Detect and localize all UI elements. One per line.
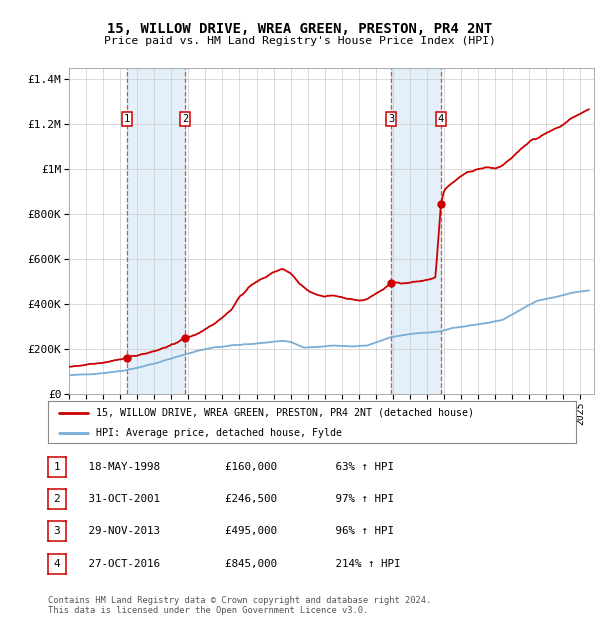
Text: 15, WILLOW DRIVE, WREA GREEN, PRESTON, PR4 2NT (detached house): 15, WILLOW DRIVE, WREA GREEN, PRESTON, P… bbox=[95, 407, 473, 417]
Text: 2: 2 bbox=[53, 494, 61, 504]
Text: 18-MAY-1998          £160,000         63% ↑ HPI: 18-MAY-1998 £160,000 63% ↑ HPI bbox=[69, 462, 394, 472]
Text: Price paid vs. HM Land Registry's House Price Index (HPI): Price paid vs. HM Land Registry's House … bbox=[104, 36, 496, 46]
Text: 4: 4 bbox=[438, 113, 444, 123]
Text: Contains HM Land Registry data © Crown copyright and database right 2024.
This d: Contains HM Land Registry data © Crown c… bbox=[48, 596, 431, 615]
Text: 3: 3 bbox=[388, 113, 394, 123]
Text: 4: 4 bbox=[53, 559, 61, 569]
Text: 31-OCT-2001          £246,500         97% ↑ HPI: 31-OCT-2001 £246,500 97% ↑ HPI bbox=[69, 494, 394, 504]
Text: HPI: Average price, detached house, Fylde: HPI: Average price, detached house, Fyld… bbox=[95, 428, 341, 438]
Text: 29-NOV-2013          £495,000         96% ↑ HPI: 29-NOV-2013 £495,000 96% ↑ HPI bbox=[69, 526, 394, 536]
Bar bbox=[127, 68, 185, 394]
Text: 27-OCT-2016          £845,000         214% ↑ HPI: 27-OCT-2016 £845,000 214% ↑ HPI bbox=[69, 559, 401, 569]
Text: 1: 1 bbox=[53, 462, 61, 472]
Text: 15, WILLOW DRIVE, WREA GREEN, PRESTON, PR4 2NT: 15, WILLOW DRIVE, WREA GREEN, PRESTON, P… bbox=[107, 22, 493, 36]
Text: 2: 2 bbox=[182, 113, 188, 123]
Text: 3: 3 bbox=[53, 526, 61, 536]
Text: 1: 1 bbox=[124, 113, 130, 123]
Bar bbox=[391, 68, 441, 394]
